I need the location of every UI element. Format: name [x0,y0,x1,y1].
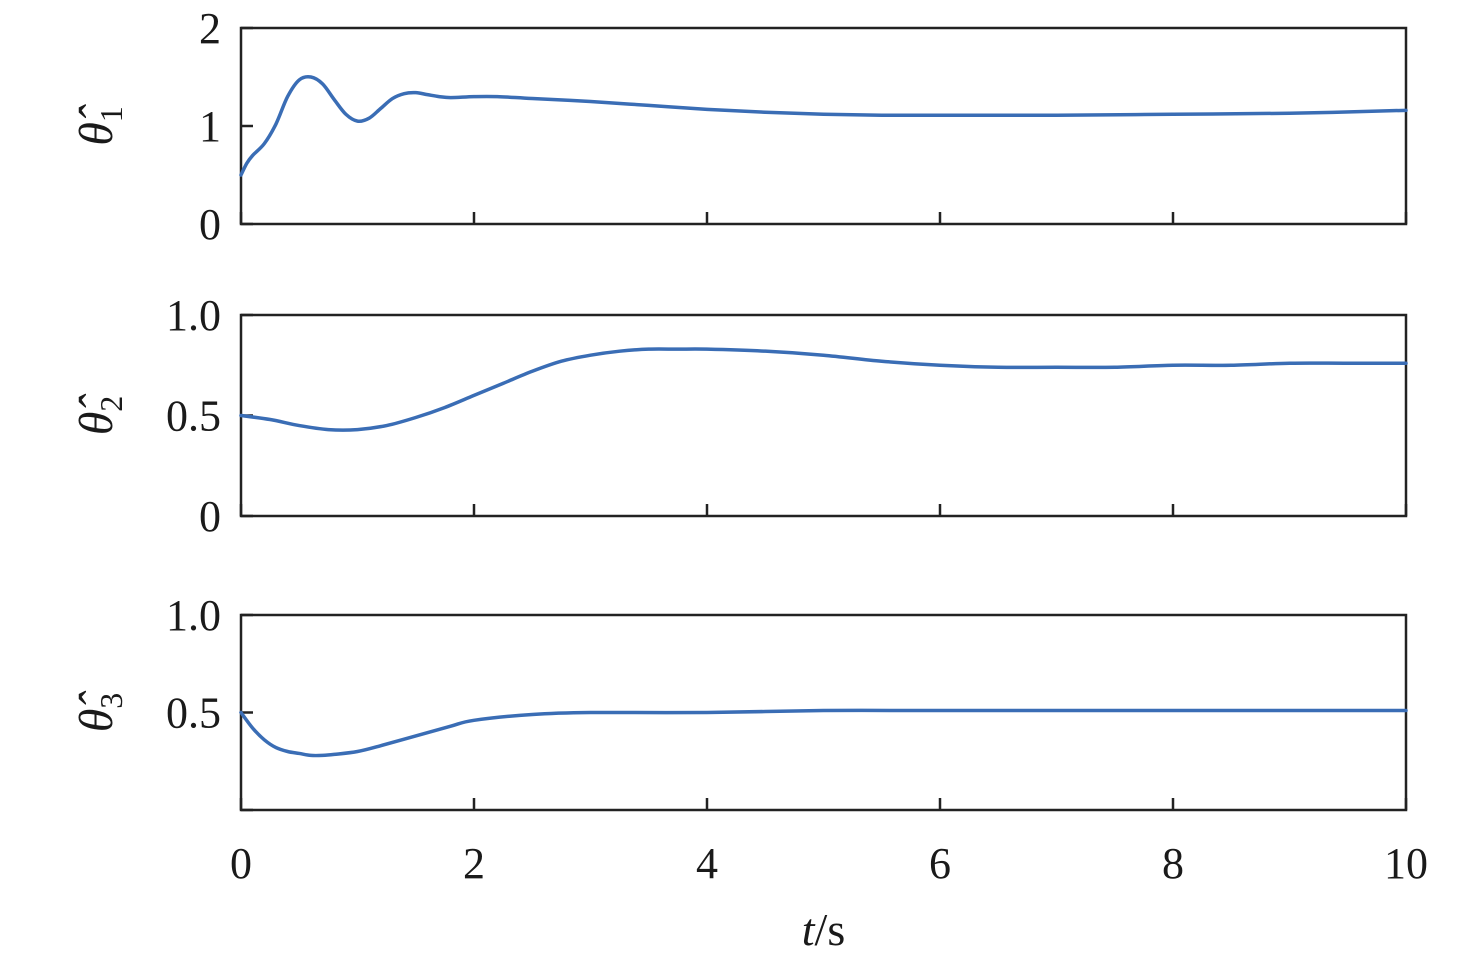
series-line-3 [239,708,1408,758]
y-axis-label: θ̂1 [70,104,129,146]
x-tick-label: 8 [1162,839,1184,888]
x-axis-label: t/s [802,904,845,955]
axes-frame [239,313,1408,518]
y-tick-label: 1 [199,102,221,151]
y-axis-label: θ̂3 [70,691,129,733]
y-axis-label: θ̂2 [70,394,129,436]
x-tick-label: 4 [696,839,718,888]
y-tick-label: 1.0 [166,591,221,640]
x-axis-label-unit: /s [815,904,846,955]
y-tick-label: 0 [199,492,221,541]
x-axis-label-var: t [802,904,816,955]
x-tick-label: 2 [463,839,485,888]
y-tick-label: 1.0 [166,291,221,340]
axes-frame [239,26,1408,226]
chart-panel-2: 0 0.5 1.0 θ̂2 [70,291,1408,541]
y-tick-label: 0.5 [166,689,221,738]
y-axis-label-subscript: 1 [93,106,129,122]
axes-frame [239,613,1408,812]
y-tick-label: 0 [199,200,221,249]
x-tick-label: 0 [230,839,252,888]
series-line-1 [239,74,1408,177]
y-tick-label: 0.5 [166,392,221,441]
y-tick-label: 2 [199,4,221,53]
y-axis-label-subscript: 3 [93,693,129,709]
chart-panel-3: 0 2 4 6 8 10 0.5 1.0 θ̂3 t/s [70,591,1428,955]
series-line-2 [239,347,1408,432]
chart-panel-1: 0 1 2 θ̂1 [70,4,1408,249]
x-tick-label: 10 [1384,839,1428,888]
x-tick-label: 6 [929,839,951,888]
y-axis-label-subscript: 2 [93,396,129,412]
